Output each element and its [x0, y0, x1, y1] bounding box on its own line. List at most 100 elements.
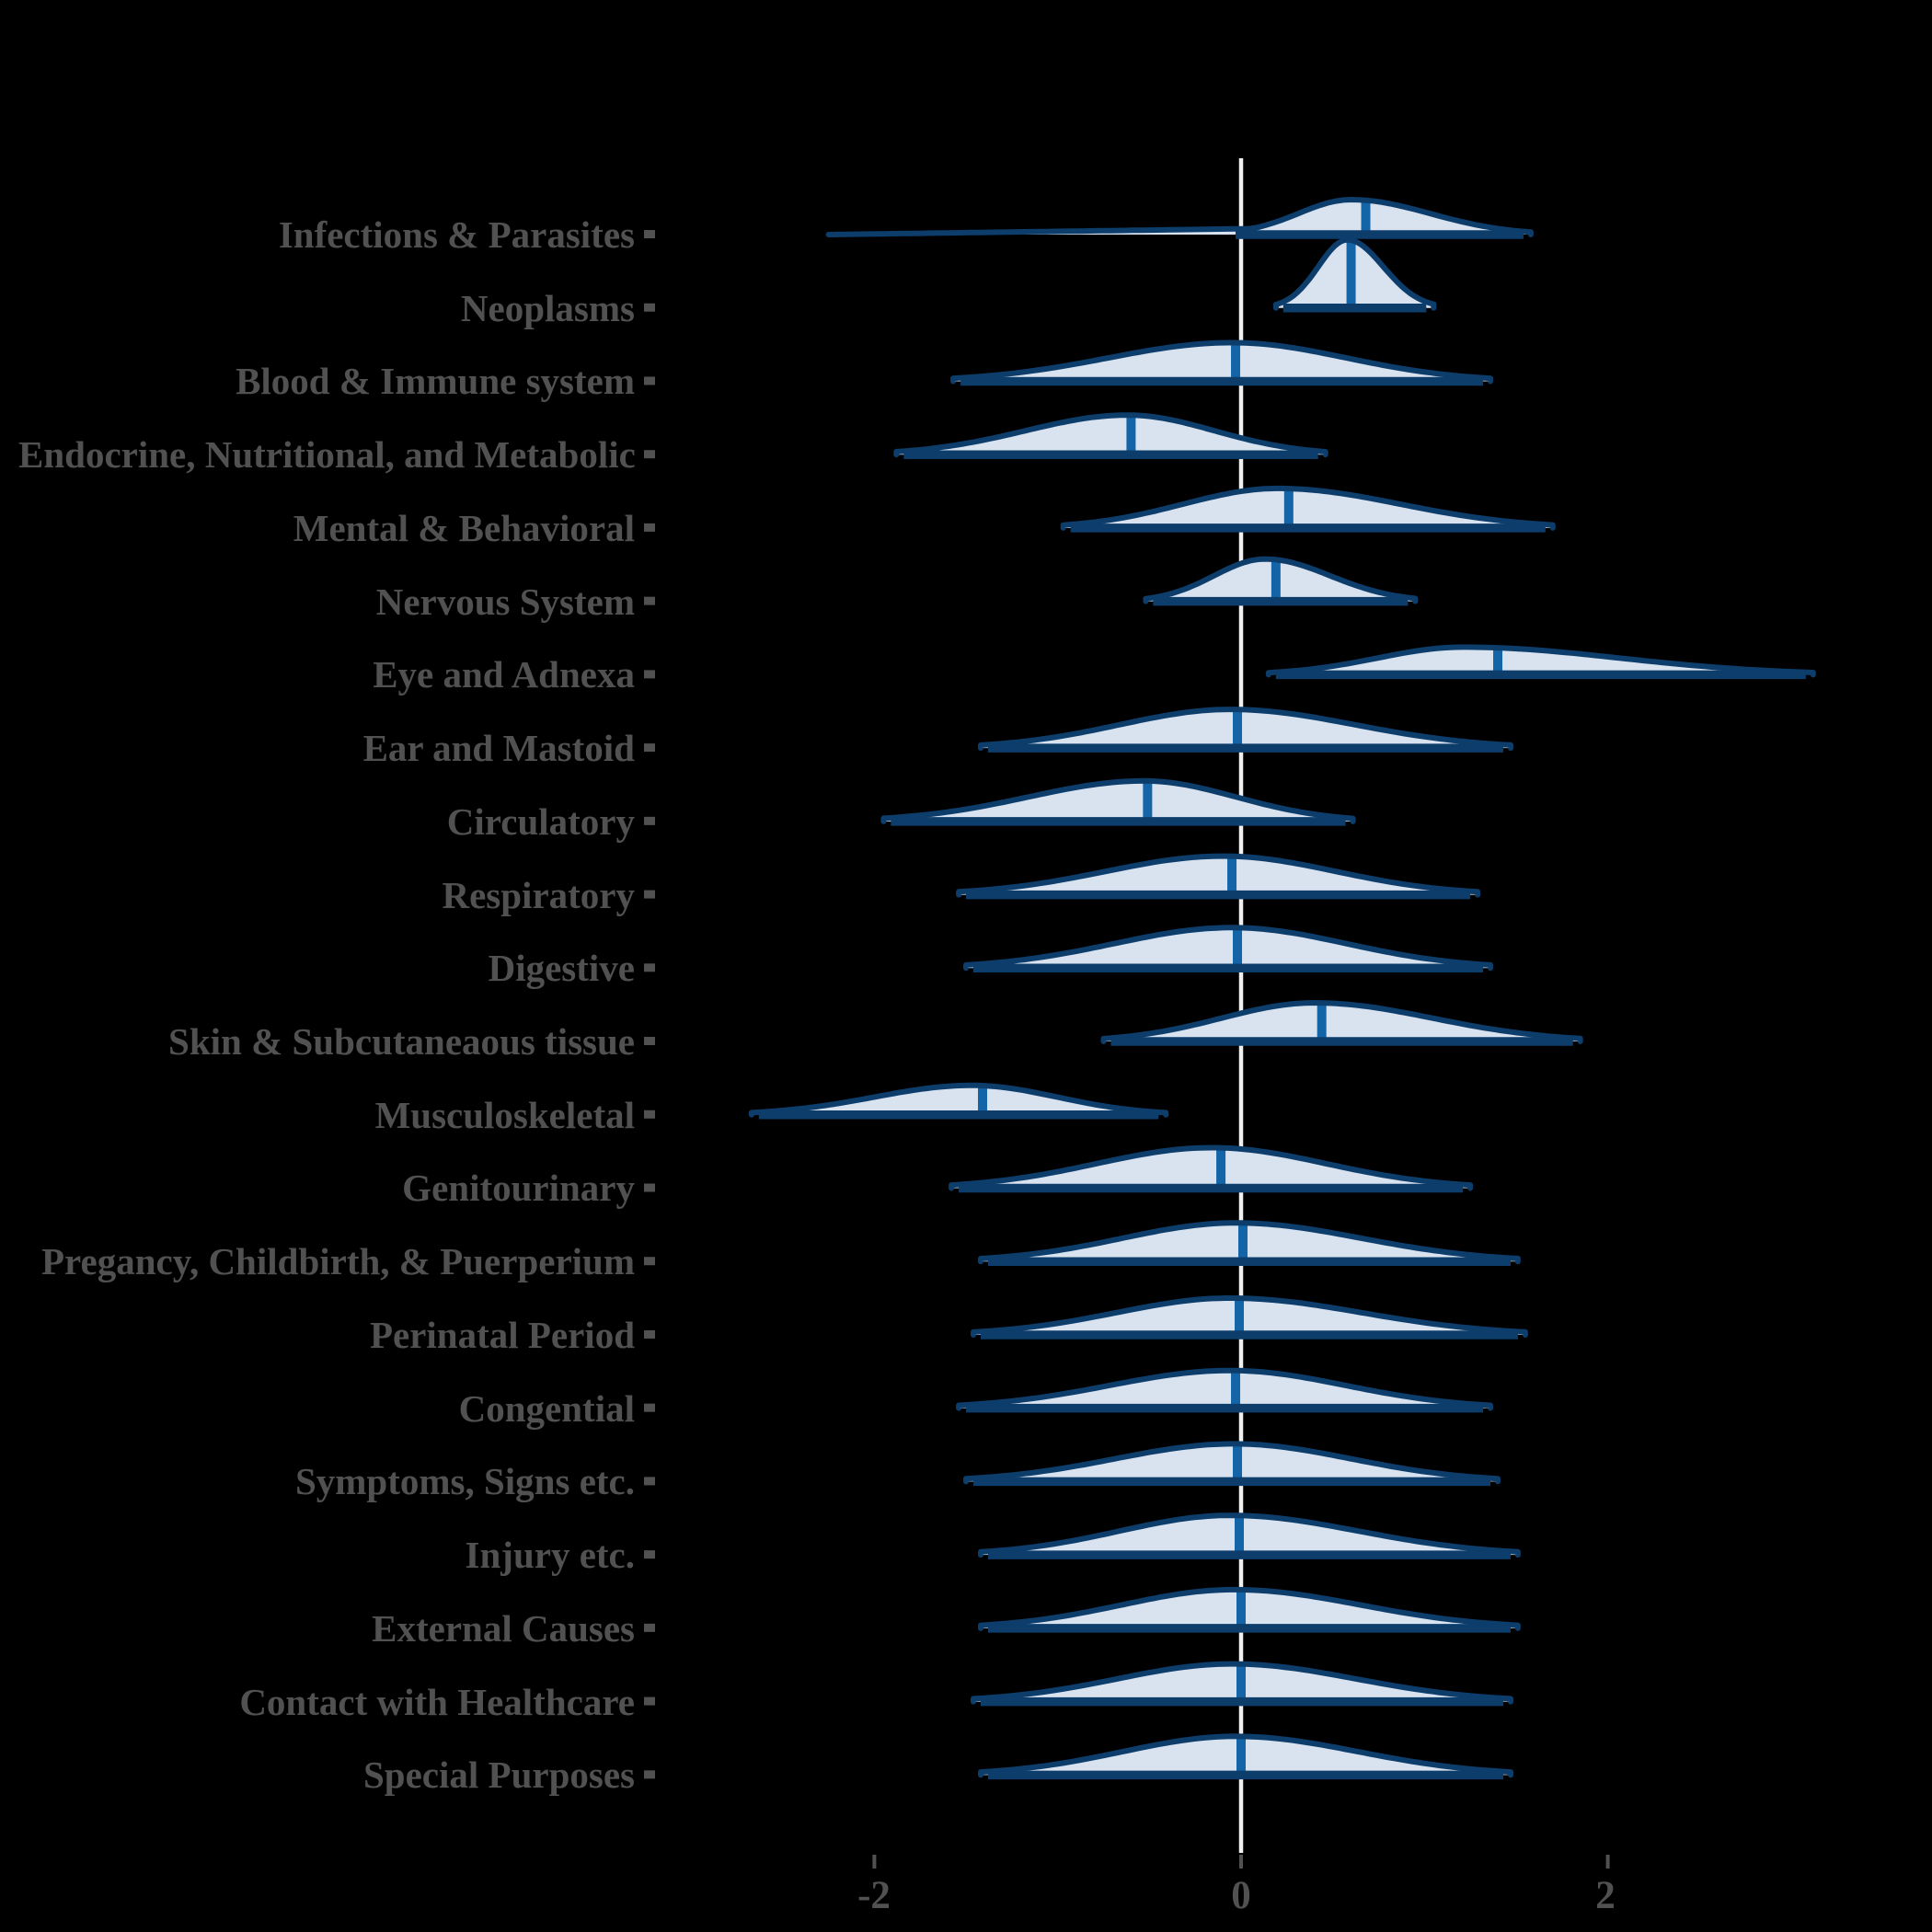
y-axis-tick [644, 1696, 655, 1706]
density-outline [971, 1295, 1528, 1338]
category-label: Special Purposes [363, 1754, 635, 1797]
density-outline [963, 925, 1493, 972]
density-outline [748, 1082, 1169, 1118]
density-outline [978, 707, 1513, 752]
y-axis-tick [644, 1550, 655, 1559]
y-axis-tick [644, 1403, 655, 1412]
density-fill [953, 342, 1490, 382]
violin-row [978, 1586, 1521, 1633]
y-axis-tick [644, 1037, 655, 1046]
density-outline [1060, 485, 1556, 531]
density-outline [956, 853, 1481, 898]
category-label: Endocrine, Nutritional, and Metabolic [18, 433, 636, 477]
violin-row [893, 412, 1328, 459]
violin-row [978, 707, 1513, 753]
density-outline [880, 777, 1356, 824]
x-tick-label-zero: 0 [1231, 1874, 1251, 1917]
y-axis-tick [644, 1477, 655, 1486]
y-axis-tick [644, 1110, 655, 1119]
category-label: Symptoms, Signs etc. [294, 1460, 635, 1503]
density-fill [981, 1515, 1518, 1556]
y-axis-tick [644, 1257, 655, 1266]
category-label: Ear and Mastoid [362, 727, 635, 770]
y-axis-tick [644, 596, 655, 605]
density-fill [973, 1298, 1525, 1335]
y-axis-tick [644, 450, 655, 459]
density-fill [828, 200, 1531, 235]
density-fill [966, 927, 1490, 969]
category-label: Digestive [488, 947, 635, 990]
y-axis-tick [644, 376, 655, 385]
y-axis-tick [644, 670, 655, 679]
category-label: Blood & Immune system [236, 360, 635, 403]
density-fill [951, 1147, 1471, 1189]
category-label: Congential [458, 1386, 635, 1430]
density-outline [978, 1733, 1513, 1778]
density-fill [966, 1443, 1498, 1482]
density-outline [978, 1220, 1521, 1265]
density-fill [981, 1223, 1518, 1262]
y-axis-tick [644, 1329, 655, 1339]
density-outline [949, 1144, 1474, 1191]
violin-row [949, 1144, 1474, 1193]
density-fill [1063, 488, 1553, 528]
y-axis-tick [644, 230, 655, 238]
y-axis-tick [644, 816, 655, 825]
violin-row [1060, 485, 1556, 533]
density-fill [981, 1589, 1518, 1628]
violin-row [1272, 236, 1437, 313]
violin-row [880, 777, 1356, 826]
category-label: Genitourinary [402, 1167, 635, 1210]
density-outline [956, 1367, 1493, 1411]
category-label: Contact with Healthcare [239, 1680, 635, 1723]
category-label: Pregancy, Childbirth, & Puerperium [41, 1240, 635, 1283]
density-outline [978, 1586, 1521, 1631]
violin-row [978, 1220, 1521, 1266]
density-outline [825, 197, 1534, 237]
density-outline [963, 1441, 1501, 1485]
violin-row [978, 1733, 1513, 1780]
category-label: Mental & Behavioral [293, 506, 635, 549]
y-axis-tick [644, 1623, 655, 1632]
density-outline [1272, 236, 1437, 311]
density-fill [959, 856, 1478, 895]
x-tick-label-minus2: -2 [857, 1874, 891, 1917]
violin-row [1100, 1000, 1583, 1046]
category-label: Nervous System [375, 580, 635, 623]
density-fill [883, 780, 1353, 822]
violin-row [956, 1367, 1493, 1413]
violin-row [748, 1082, 1169, 1120]
density-outline [971, 1661, 1513, 1705]
violin-row [825, 197, 1534, 239]
density-fill [959, 1370, 1490, 1409]
category-label: External Causes [372, 1606, 635, 1650]
density-outline [893, 412, 1328, 458]
y-axis-tick [644, 1770, 655, 1779]
x-axis-tick [1239, 1855, 1243, 1869]
y-axis-tick [644, 303, 655, 312]
violin-row [950, 339, 1493, 386]
y-axis-tick [644, 743, 655, 753]
violin-row [1143, 556, 1419, 606]
density-outline [1143, 556, 1419, 604]
y-axis-tick [644, 1183, 655, 1192]
category-label: Neoplasms [460, 286, 635, 329]
category-label: Skin & Subcutaneaous tissue [168, 1020, 635, 1064]
density-outline [950, 339, 1493, 385]
density-fill [896, 415, 1326, 455]
density-fill [1103, 1003, 1581, 1042]
y-axis-tick [644, 523, 655, 532]
violin-row [978, 1512, 1521, 1559]
y-axis-tick [644, 890, 655, 899]
density-fill [981, 709, 1511, 749]
violin-row [971, 1661, 1513, 1707]
violin-row [963, 925, 1493, 973]
category-label: Respiratory [442, 873, 635, 916]
y-axis-tick [644, 963, 655, 972]
violin-row [971, 1295, 1528, 1340]
x-axis-tick [1605, 1855, 1610, 1869]
category-label: Injury etc. [465, 1534, 635, 1577]
density-outline [978, 1512, 1521, 1558]
